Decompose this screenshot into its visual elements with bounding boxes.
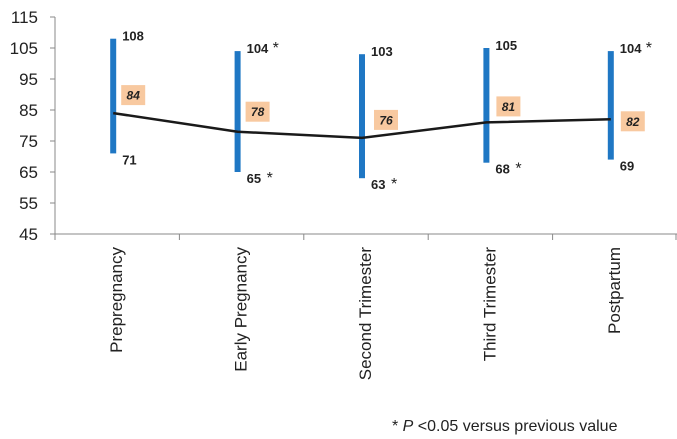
significance-star: * xyxy=(267,170,273,187)
mean-label-box xyxy=(121,85,146,106)
range-bar xyxy=(483,48,490,163)
category-label: Prepregnancy xyxy=(107,247,126,353)
range-low-label: 65 xyxy=(247,171,261,186)
mean-label-box xyxy=(496,96,521,117)
y-tick-label: 115 xyxy=(11,8,38,27)
mean-value-label: 84 xyxy=(127,89,141,103)
range-high-label: 104 xyxy=(247,41,269,56)
range-high-label: 108 xyxy=(122,29,144,44)
y-tick-label: 85 xyxy=(19,101,38,120)
range-low-label: 71 xyxy=(122,152,136,167)
mean-value-label: 81 xyxy=(502,100,516,114)
y-tick-label: 95 xyxy=(19,70,38,89)
range-high-label: 104 xyxy=(620,41,642,56)
axes xyxy=(54,17,677,240)
range-low-label: 69 xyxy=(620,159,634,174)
mean-label-box xyxy=(374,109,398,130)
y-tick-label: 55 xyxy=(19,194,38,213)
y-tick-label: 75 xyxy=(19,132,38,151)
significance-star: * xyxy=(391,176,397,193)
x-axis-labels: Prepregnancy Early Pregnancy Second Trimes… xyxy=(107,247,624,381)
range-bar xyxy=(359,54,365,179)
mean-value-label: 78 xyxy=(251,105,265,119)
footnote-p: P xyxy=(402,418,414,435)
range-bar xyxy=(607,51,614,160)
range-low-label: 63 xyxy=(371,177,385,192)
range-bars xyxy=(110,38,614,179)
mean-label-box xyxy=(245,101,270,122)
mean-value-label: 82 xyxy=(626,115,640,129)
footnote-star: * xyxy=(392,418,403,435)
range-bar xyxy=(110,38,117,154)
footnote: * P <0.05 versus previous value xyxy=(392,418,617,436)
y-tick-label: 105 xyxy=(10,39,38,58)
mean-label-box xyxy=(620,111,645,132)
significance-star: * xyxy=(515,161,521,178)
mean-line xyxy=(113,111,611,140)
significance-star: * xyxy=(273,40,279,57)
mean-line-path xyxy=(113,111,611,140)
range-high-label: 103 xyxy=(371,44,393,59)
category-label: Second Trimester xyxy=(356,247,375,381)
category-label: Postpartum xyxy=(605,247,624,334)
y-axis-ticks: 45 55 65 75 85 95 105 115 xyxy=(10,8,55,244)
footnote-text: <0.05 versus previous value xyxy=(413,418,618,435)
category-label: Early Pregnancy xyxy=(232,247,251,372)
range-bar xyxy=(234,51,241,172)
y-tick-label: 65 xyxy=(19,163,38,182)
category-label: Third Trimester xyxy=(480,247,499,362)
significance-star: * xyxy=(646,40,652,57)
mean-labels: 84 78 76 81 82 xyxy=(121,85,645,132)
y-tick-label: 45 xyxy=(19,225,38,244)
range-labels: 108 71 104 * 65 * 103 63 * 105 68 * 104 * 69 xyxy=(122,29,652,193)
range-high-label: 105 xyxy=(495,38,517,53)
mean-value-label: 76 xyxy=(379,113,393,127)
range-low-label: 68 xyxy=(495,162,509,177)
